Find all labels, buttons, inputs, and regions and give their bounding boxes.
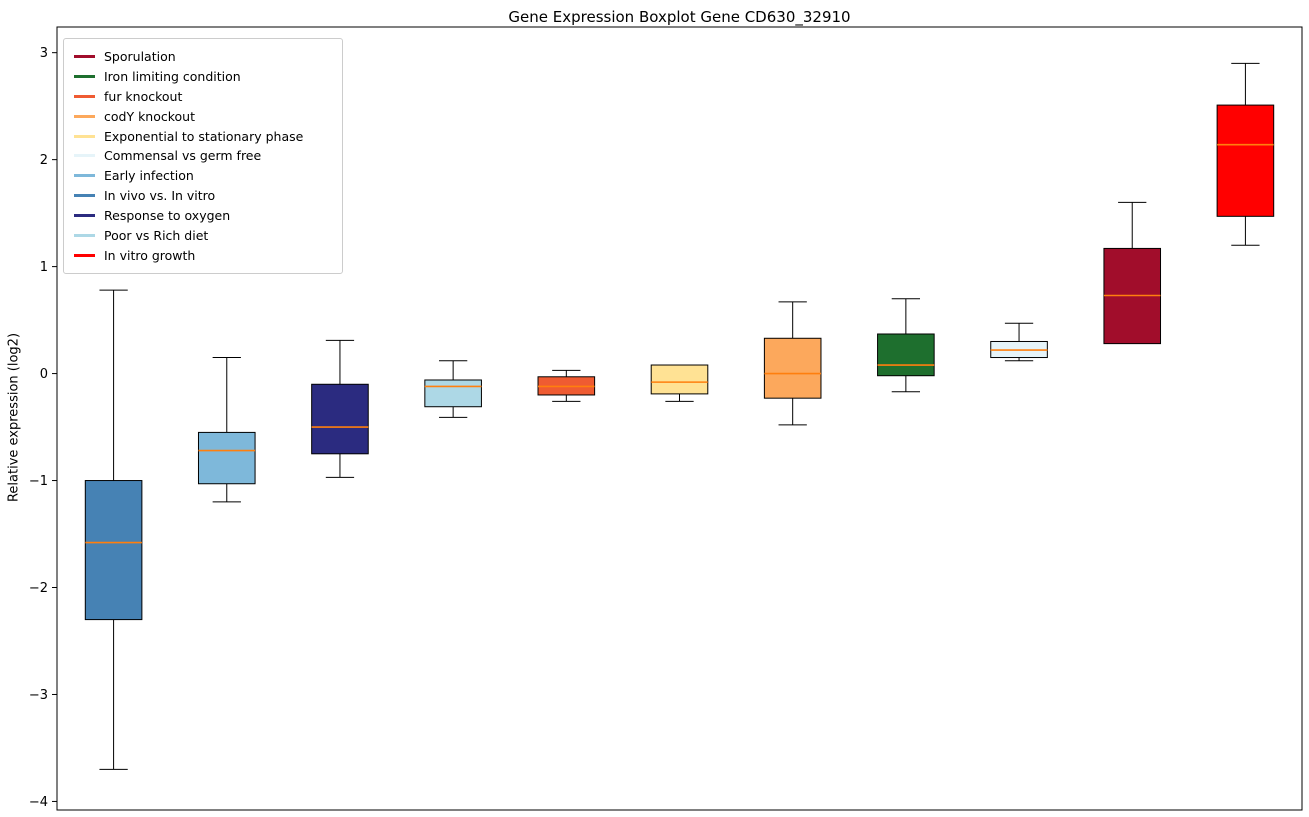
box-6 [763, 301, 822, 426]
legend-label: Iron limiting condition [104, 68, 241, 84]
legend-item-2: fur knockout [74, 87, 330, 106]
legend-swatch-icon [74, 234, 95, 238]
iqr-box [1216, 104, 1275, 217]
legend-swatch-icon [74, 114, 95, 118]
legend-swatch-icon [74, 74, 95, 78]
legend-item-6: Early infection [74, 166, 330, 185]
legend-swatch-icon [74, 134, 95, 138]
legend-label: Exponential to stationary phase [104, 128, 304, 144]
legend-item-5: Commensal vs germ free [74, 146, 330, 165]
box-4 [537, 369, 596, 402]
legend-label: fur knockout [104, 88, 183, 104]
legend-label: Poor vs Rich diet [104, 228, 209, 244]
legend-label: Sporulation [104, 49, 176, 64]
chart-title: Gene Expression Boxplot Gene CD630_32910 [508, 8, 851, 26]
box-9 [1103, 201, 1162, 345]
legend-item-9: Poor vs Rich diet [74, 226, 330, 245]
box-10 [1216, 62, 1275, 246]
legend-item-4: Exponential to stationary phase [74, 127, 330, 146]
legend-swatch-icon [74, 214, 95, 218]
legend-swatch-icon [74, 253, 95, 257]
iqr-box [424, 379, 482, 408]
legend-swatch-icon [74, 194, 95, 198]
iqr-box [197, 431, 256, 485]
y-tick-label: 1 [40, 260, 48, 275]
iqr-box [84, 480, 143, 621]
box-7 [877, 298, 935, 393]
y-tick-label: 2 [40, 153, 48, 168]
box-5 [650, 364, 709, 402]
legend-label: codY knockout [104, 108, 196, 124]
y-tick-label: −2 [29, 581, 48, 596]
legend-label: Commensal vs germ free [104, 148, 262, 164]
plot-frame [56, 26, 1303, 811]
y-tick-label: −1 [29, 474, 48, 489]
legend-swatch-icon [74, 94, 95, 98]
legend-item-8: Response to oxygen [74, 206, 330, 225]
legend-swatch-icon [74, 174, 95, 178]
legend-item-0: Sporulation [74, 47, 330, 66]
legend-label: In vitro growth [104, 247, 196, 263]
box-0 [84, 289, 143, 770]
box-1 [197, 357, 256, 503]
legend-item-1: Iron limiting condition [74, 67, 330, 86]
iqr-box [763, 337, 822, 399]
legend-item-3: codY knockout [74, 107, 330, 126]
box-3 [424, 360, 482, 418]
iqr-box [311, 383, 369, 455]
y-tick-label: −4 [29, 795, 48, 810]
box-2 [311, 339, 369, 478]
legend: Sporulation Iron limiting condition fur kn… [63, 38, 343, 274]
iqr-box [877, 333, 935, 377]
y-tick-label: −3 [29, 688, 48, 703]
y-tick-label: 0 [40, 367, 48, 382]
iqr-box [650, 364, 709, 395]
legend-label: Early infection [104, 168, 194, 184]
y-tick-label: 3 [40, 46, 48, 61]
legend-item-7: In vivo vs. In vitro [74, 186, 330, 205]
box-8 [990, 322, 1048, 362]
legend-swatch-icon [74, 154, 95, 158]
legend-label: Response to oxygen [104, 208, 231, 224]
legend-item-10: In vitro growth [74, 246, 330, 265]
legend-swatch-icon [74, 55, 95, 58]
legend-label: In vivo vs. In vitro [104, 188, 216, 204]
